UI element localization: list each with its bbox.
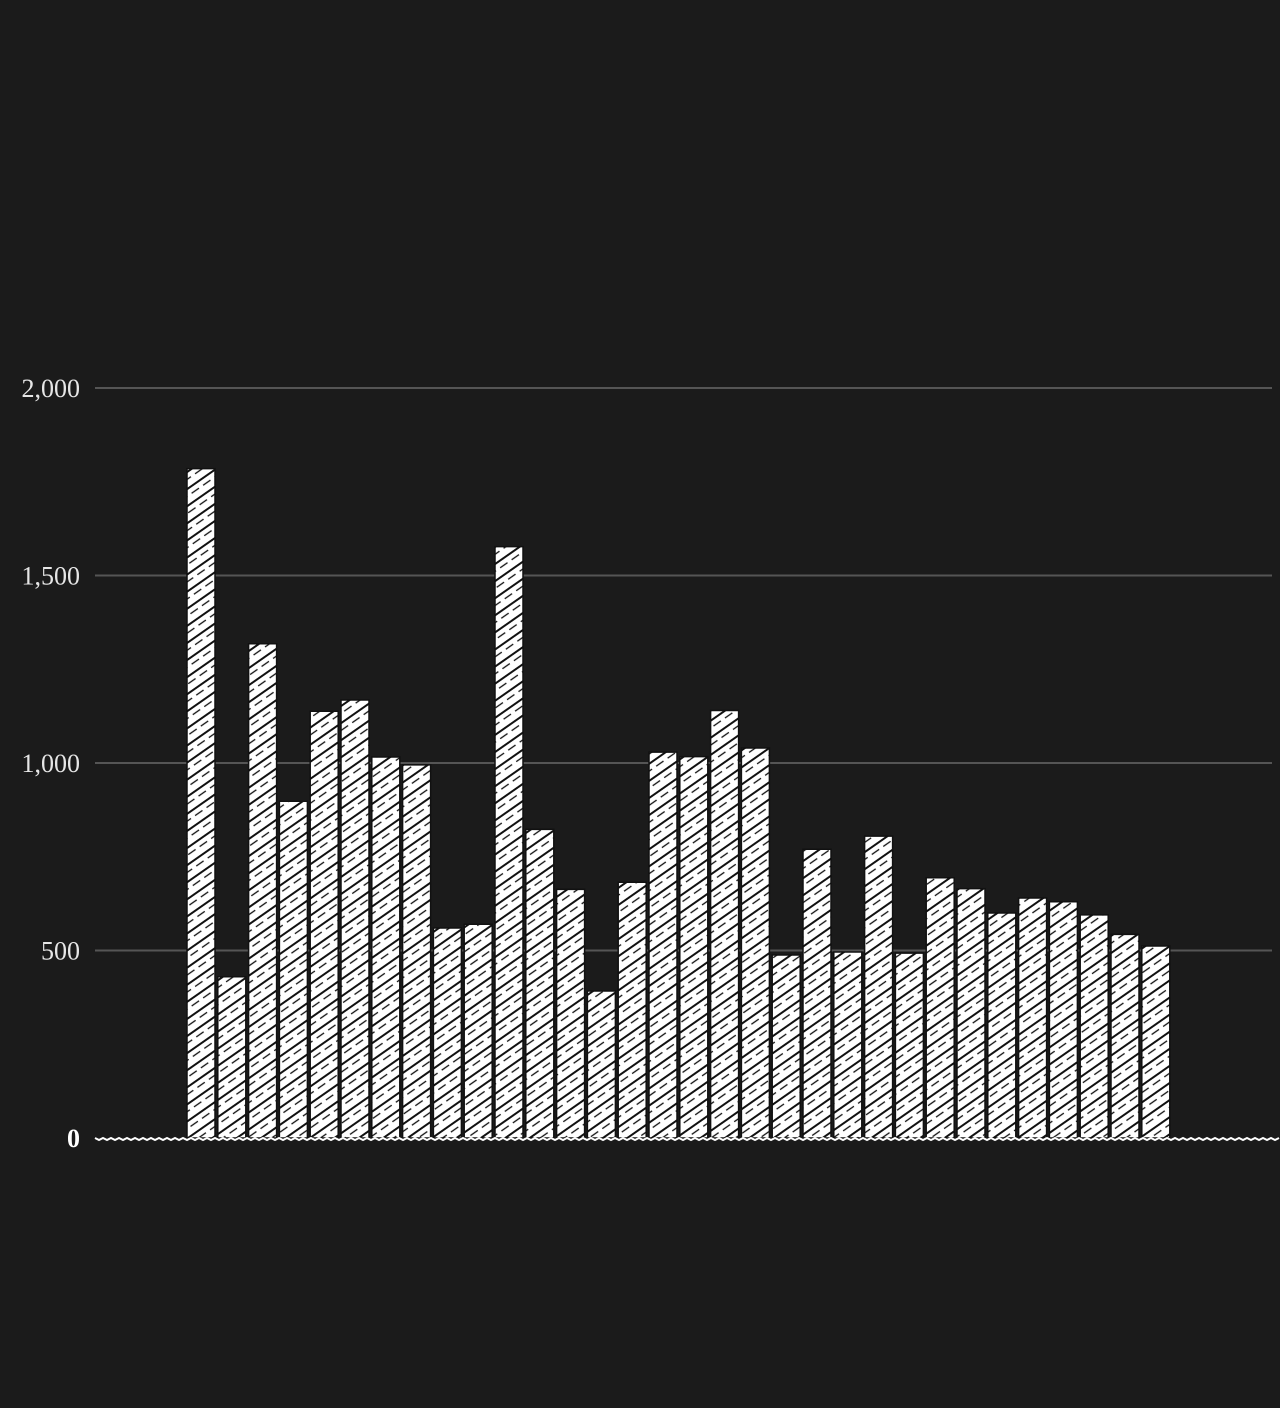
bar xyxy=(648,751,678,1139)
bar xyxy=(1017,897,1048,1139)
bar xyxy=(863,835,894,1139)
bar xyxy=(1110,933,1140,1139)
bar xyxy=(309,710,339,1139)
bar xyxy=(894,952,925,1139)
y-tick-label: 2,000 xyxy=(22,374,81,403)
bar xyxy=(1048,901,1079,1139)
bar xyxy=(432,927,463,1139)
bar xyxy=(679,755,709,1139)
bar xyxy=(525,828,555,1139)
bar xyxy=(401,764,432,1139)
bar xyxy=(802,848,832,1139)
y-tick-label: 500 xyxy=(41,937,80,966)
bar xyxy=(494,545,524,1139)
bar xyxy=(956,887,986,1139)
bar xyxy=(709,709,740,1139)
bar xyxy=(586,990,617,1139)
bar xyxy=(217,976,247,1139)
bar xyxy=(186,467,216,1139)
y-tick-label: 0 xyxy=(67,1124,80,1153)
bar xyxy=(340,699,370,1139)
bar xyxy=(740,747,771,1139)
bar xyxy=(555,888,586,1139)
bar xyxy=(371,756,401,1139)
bar xyxy=(463,923,493,1139)
y-tick-label: 1,500 xyxy=(22,562,81,591)
bar xyxy=(833,951,863,1139)
bar xyxy=(1079,914,1109,1139)
bar xyxy=(987,912,1017,1139)
bar xyxy=(771,954,801,1139)
x-axis-baseline xyxy=(94,1136,1280,1142)
bar xyxy=(617,881,647,1139)
bar xyxy=(278,800,309,1139)
y-tick-label: 1,000 xyxy=(22,749,81,778)
bar xyxy=(925,877,955,1139)
bar xyxy=(247,643,278,1139)
bar xyxy=(1141,945,1171,1139)
